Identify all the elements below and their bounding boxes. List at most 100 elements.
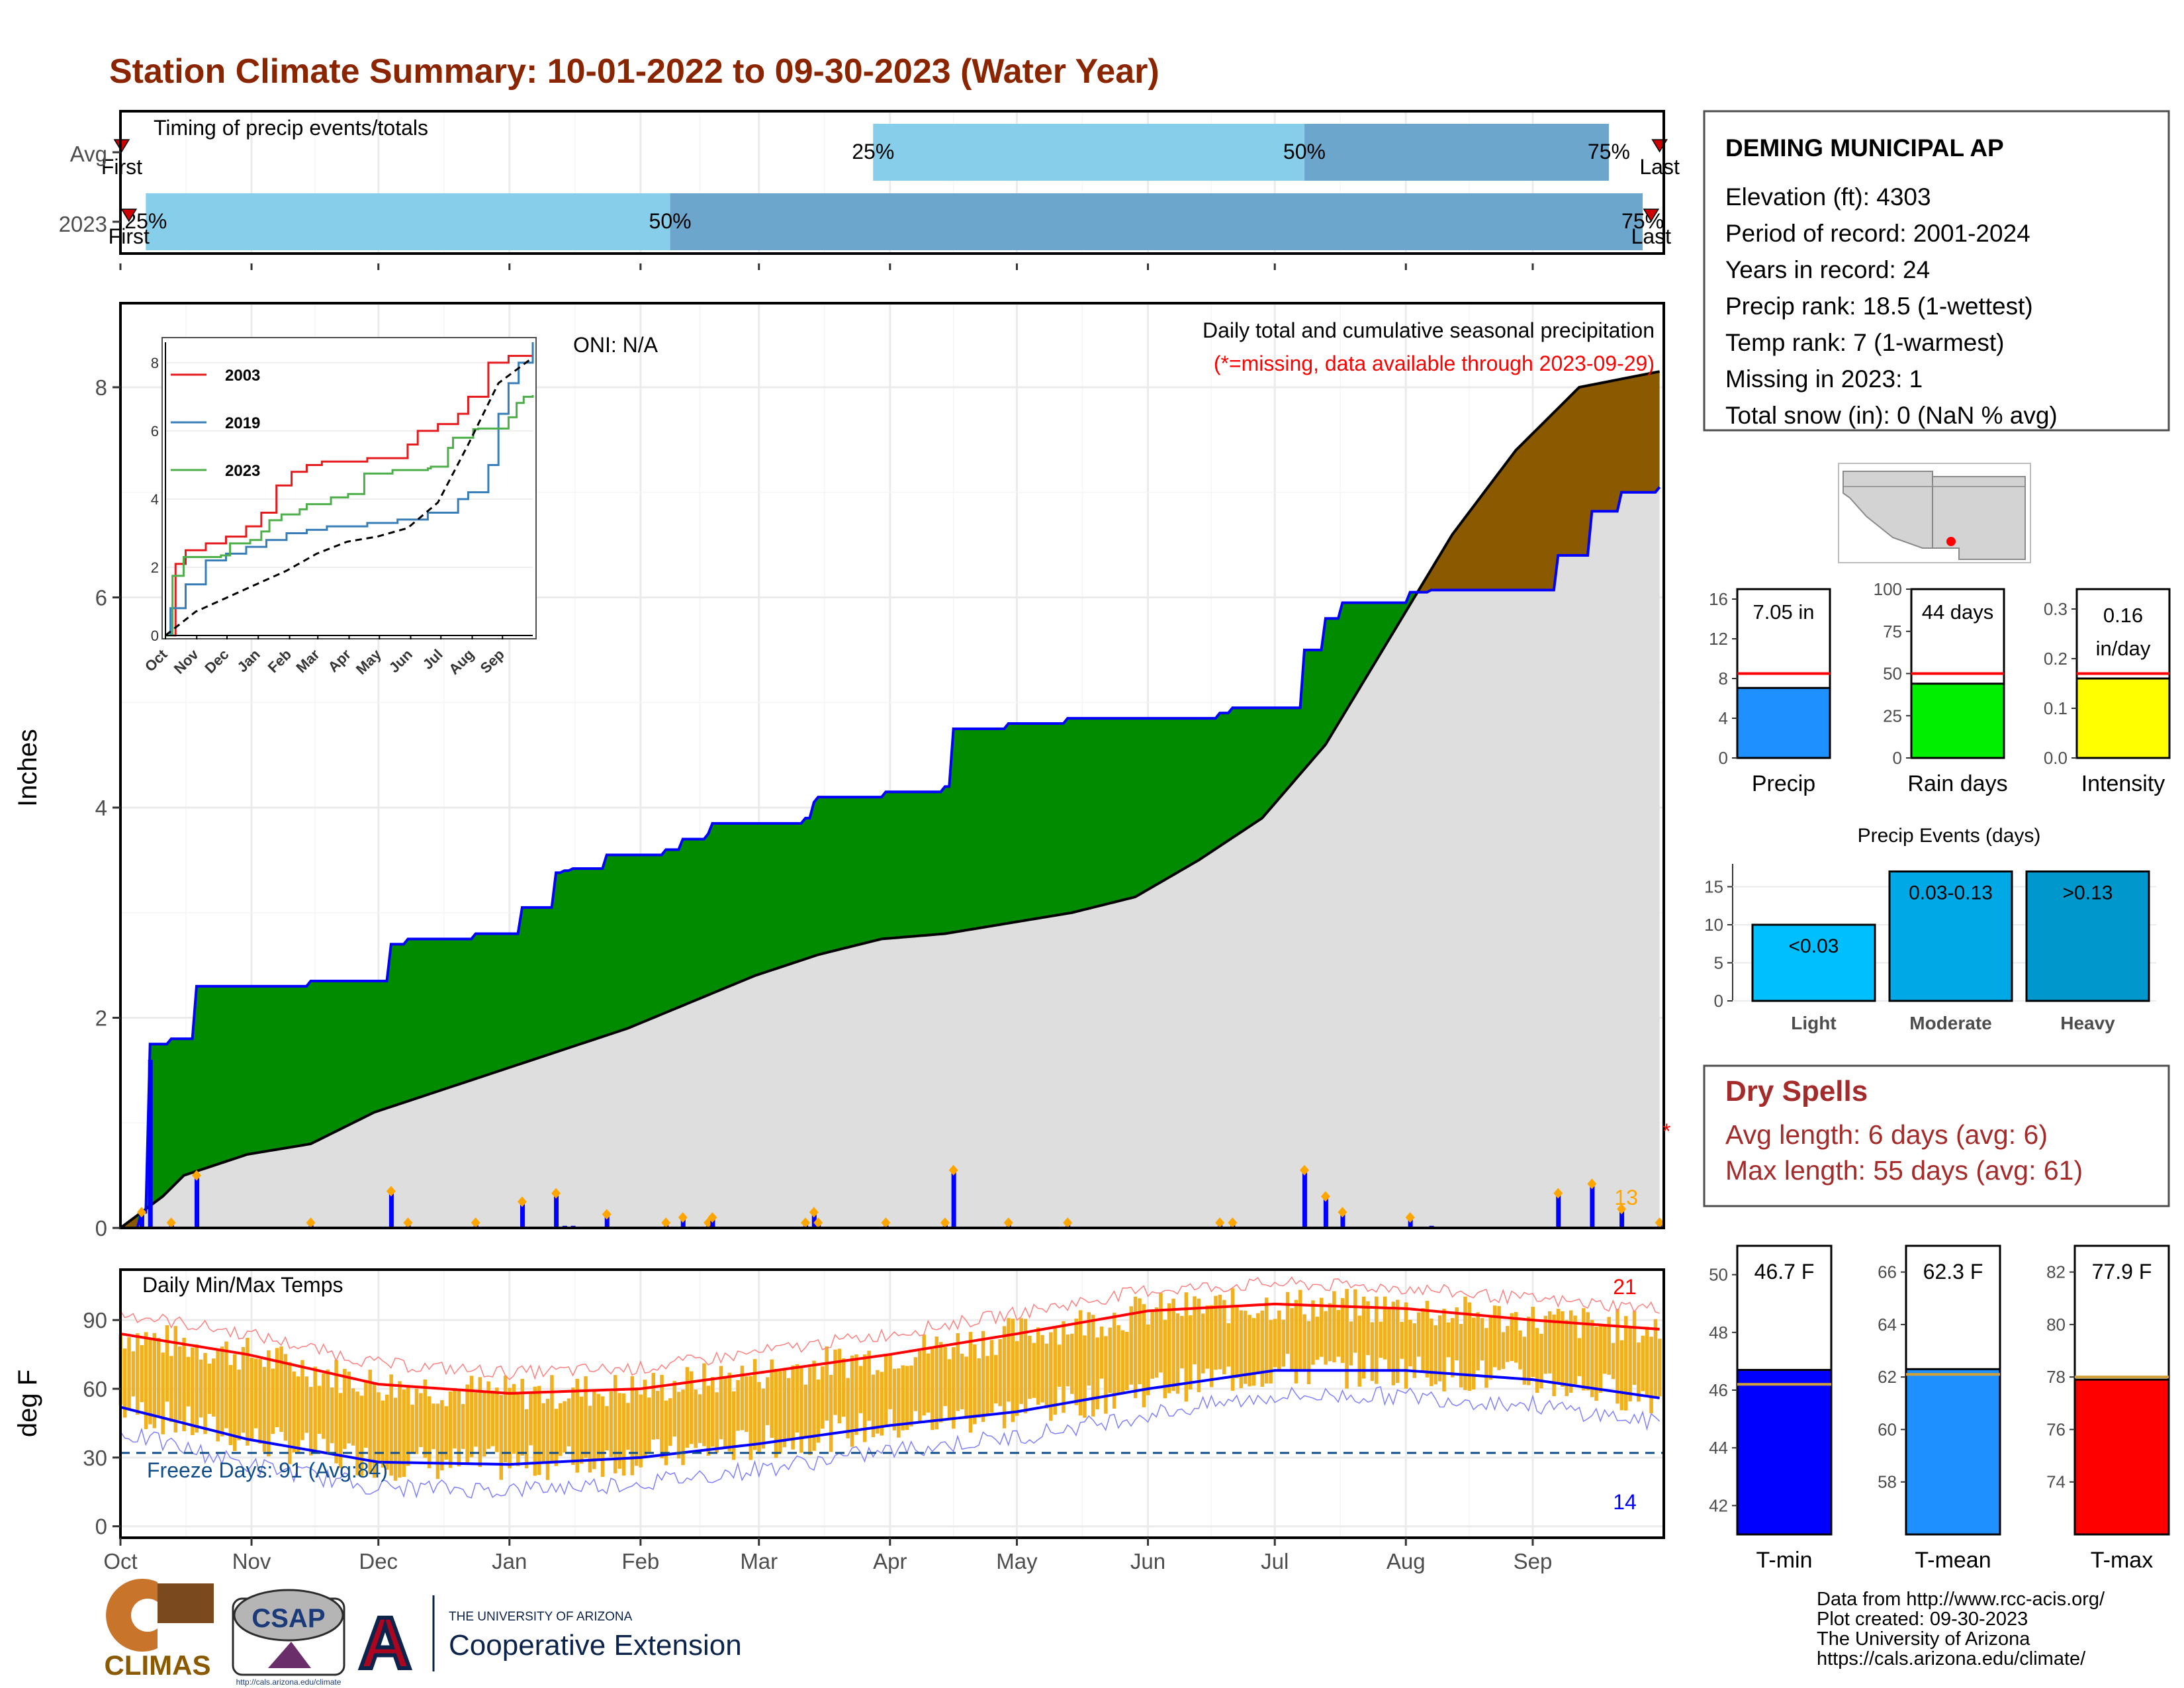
daily-temp-range-bar <box>854 1354 858 1435</box>
daily-temp-range-bar <box>884 1355 888 1425</box>
events-bar-light <box>1751 923 1876 1002</box>
mini-chart-label-1: Rain days <box>1907 771 2007 796</box>
station-info-line-2: Years in record: 24 <box>1725 256 1930 283</box>
event-marker <box>1003 1217 1013 1229</box>
precip-areas <box>119 370 1661 1229</box>
daily-temp-range-bar <box>1607 1317 1611 1375</box>
daily-temp-range-bar <box>1319 1297 1324 1357</box>
daily-temp-range-bar <box>740 1366 745 1430</box>
daily-temp-range-bar <box>140 1345 144 1403</box>
timing-last-label: Last <box>1631 224 1672 248</box>
temp-chart-bar-1 <box>1905 1368 2001 1536</box>
record-max-line <box>120 1276 1660 1381</box>
daily-temp-range-bar <box>199 1359 203 1418</box>
station-info-line-5: Missing in 2023: 1 <box>1725 365 1923 393</box>
daily-temp-range-bar <box>228 1365 233 1445</box>
month-label: Jun <box>1130 1549 1165 1573</box>
daily-temp-range-bar <box>1273 1319 1277 1368</box>
daily-temp-range-bar <box>609 1391 614 1458</box>
daily-temp-range-bar <box>1569 1310 1573 1393</box>
daily-temp-range-bar <box>1451 1318 1455 1378</box>
daily-temp-range-bar <box>1361 1296 1366 1379</box>
daily-temp-range-bar <box>1007 1318 1011 1402</box>
daily-temp-range-bar <box>647 1397 651 1452</box>
daily-temp-range-bar <box>981 1331 985 1423</box>
daily-temp-range-bar <box>1290 1308 1294 1371</box>
temp-chart-tick-label: 42 <box>1709 1495 1728 1515</box>
daily-temp-range-bar <box>347 1372 351 1444</box>
daily-temp-range-bar <box>1040 1335 1044 1403</box>
daily-temp-range-bar <box>1154 1307 1159 1378</box>
daily-temp-range-bar <box>267 1350 271 1457</box>
daily-temp-range-bar <box>1239 1310 1244 1389</box>
daily-temp-range-bar <box>630 1376 635 1476</box>
daily-temp-range-bar <box>1230 1288 1235 1391</box>
events-category-label: Light <box>1791 1013 1836 1033</box>
event-marker <box>192 1170 202 1181</box>
temp-chart-tick-label: 82 <box>2046 1262 2066 1282</box>
daily-temp-range-bar <box>372 1383 377 1478</box>
daily-temp-range-bar <box>1603 1326 1607 1374</box>
daily-temp-range-bar <box>614 1375 617 1474</box>
daily-temp-range-bar <box>1133 1296 1138 1399</box>
daily-temp-range-bar <box>177 1346 182 1421</box>
event-marker <box>1338 1207 1347 1218</box>
temp-chart-tick-label: 46 <box>1709 1380 1728 1400</box>
daily-temp-range-bar <box>1552 1314 1556 1397</box>
temp-chart-bar-0 <box>1736 1368 1833 1536</box>
daily-temp-range-bar <box>973 1344 977 1425</box>
footer-line-4: https://cals.arizona.edu/climate/ <box>1817 1648 2086 1669</box>
daily-temp-range-bar <box>799 1367 803 1453</box>
daily-temp-range-bar <box>165 1325 169 1402</box>
footer-line-3: The University of Arizona <box>1817 1628 2030 1650</box>
events-tick-label: 0 <box>1714 991 1723 1011</box>
daily-temp-range-bar <box>296 1376 300 1452</box>
event-marker <box>136 1207 146 1218</box>
daily-temp-range-bar <box>706 1385 711 1456</box>
daily-temp-range-bar <box>1180 1315 1184 1369</box>
daily-temp-range-bar <box>592 1391 596 1470</box>
daily-temp-range-bar <box>1260 1310 1265 1387</box>
month-label: Feb <box>621 1549 659 1573</box>
daily-temp-range-bar <box>1547 1311 1552 1374</box>
month-label: Mar <box>740 1549 778 1573</box>
daily-temp-range-bar <box>858 1366 863 1413</box>
month-label: Jul <box>1261 1549 1289 1573</box>
daily-temp-range-bar <box>427 1396 432 1468</box>
daily-temp-range-bar <box>1332 1291 1336 1363</box>
mini-chart-label-0: Precip <box>1752 771 1815 796</box>
daily-temp-range-bar <box>1298 1289 1302 1370</box>
daily-temp-range-bar <box>1412 1323 1417 1378</box>
daily-temp-range-bar <box>749 1376 752 1460</box>
dry-spells-avg: Avg length: 6 days (avg: 6) <box>1725 1119 2048 1150</box>
daily-temp-range-bar <box>690 1371 694 1444</box>
daily-temp-range-bar <box>1340 1298 1345 1363</box>
daily-temp-range-bar <box>279 1346 283 1432</box>
event-marker <box>813 1217 823 1229</box>
inset-line-average <box>165 356 533 637</box>
daily-temp-range-bar <box>1095 1337 1099 1409</box>
daily-temp-range-bar <box>934 1336 939 1430</box>
daily-temp-range-bar <box>1201 1313 1205 1374</box>
mini-chart-tick-label: 50 <box>1883 664 1902 684</box>
daily-temp-range-bar <box>1455 1307 1459 1361</box>
daily-precip-bar <box>1619 1209 1625 1228</box>
daily-temp-range-bar <box>1623 1316 1628 1411</box>
mini-chart-tick-label: 0.3 <box>2044 599 2068 619</box>
daily-temp-range-bar <box>1375 1296 1379 1384</box>
daily-temp-range-bar <box>1116 1325 1120 1395</box>
above-average-area <box>146 592 1415 1213</box>
below-average-area <box>1414 371 1660 598</box>
daily-temp-range-bar <box>626 1403 630 1450</box>
daily-temp-range-bar <box>1573 1315 1577 1385</box>
hot-count-label: 21 <box>1613 1275 1637 1299</box>
daily-temp-range-bar <box>989 1340 994 1413</box>
daily-temp-range-bar <box>710 1377 715 1447</box>
daily-temp-range-bar <box>888 1353 892 1409</box>
inset-y-tick-label: 8 <box>151 355 159 371</box>
daily-temp-range-bar <box>1053 1326 1057 1415</box>
timing-ticks <box>113 151 120 223</box>
daily-temp-range-bar <box>943 1346 947 1407</box>
temp-y-label: deg F <box>13 1370 42 1437</box>
